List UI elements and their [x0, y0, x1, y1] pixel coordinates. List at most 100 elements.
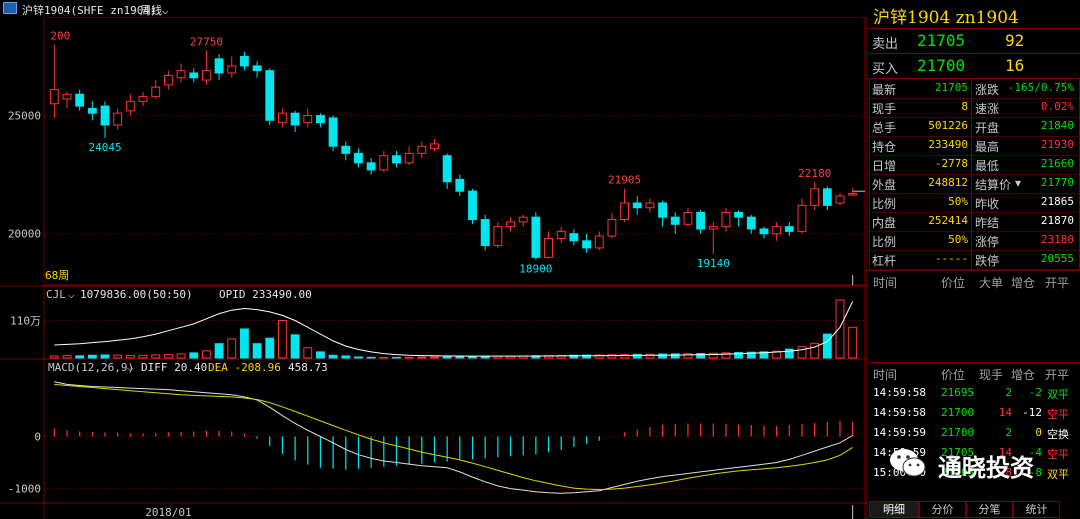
tick-oi-change: -4 [1028, 446, 1042, 459]
volume-bar [442, 356, 452, 359]
candle-body [721, 211, 731, 228]
candle [138, 91, 148, 107]
macd-tick-label: -1000 [8, 483, 41, 496]
candle-body [100, 105, 110, 126]
candle-body [658, 202, 668, 218]
volume-bar [328, 354, 338, 359]
quote-row-label: 昨收 [975, 197, 1000, 211]
chevron-down-icon: ⌵ [162, 4, 169, 17]
candle-body [683, 211, 693, 225]
candle-body [455, 178, 465, 192]
volume-bar [125, 354, 135, 359]
volume-bar [354, 356, 363, 359]
chart-area[interactable]: 25000 20000 200 27750 24045 18900 21905 19140 22… [0, 0, 868, 519]
candle [544, 231, 553, 259]
volume-bar [227, 338, 237, 359]
volume-bar [189, 352, 199, 359]
price-tick-label: 20000 [8, 228, 41, 241]
candle-body [607, 219, 617, 237]
tick-row[interactable]: 14:59:59 21700 2 0 空换 [869, 423, 1080, 442]
tick-price: 21705 [941, 466, 975, 479]
macd-diff-line [54, 381, 853, 494]
chevron-down-icon: ⌵ [127, 361, 134, 374]
candle [594, 231, 604, 251]
volume-bar [379, 356, 389, 359]
tick-row[interactable]: 14:59:58 21695 2 -2 双平 [869, 383, 1080, 402]
candle [835, 193, 845, 206]
candle-body [734, 211, 744, 218]
candle-body [239, 55, 249, 67]
candle-body [290, 112, 300, 126]
macd-dea-value: DEA -208.96 [208, 361, 281, 374]
tab-detail[interactable]: 明细 [869, 501, 919, 518]
quote-row-value: 501226 [928, 119, 968, 132]
detail-col-bigorder: 大单 [979, 276, 1004, 290]
tick-type: 空平 [1047, 408, 1069, 421]
candle [531, 212, 541, 260]
candle [746, 214, 756, 234]
quote-row-label: 结算价 [975, 178, 1012, 192]
volume-bar [278, 319, 287, 359]
watermark: 通晓投资 [874, 440, 1070, 488]
quote-row: 外盘 248812 结算价 21770 ▾ [869, 174, 1080, 193]
quote-row-label: 比例 [872, 235, 897, 249]
volume-bar [835, 299, 845, 359]
candle-body [708, 226, 718, 230]
volume-bar [772, 350, 782, 359]
tab-stats[interactable]: 统计 [1013, 501, 1060, 518]
quote-row-label: 比例 [872, 197, 897, 211]
candle-body [113, 112, 123, 126]
candle [556, 226, 566, 244]
candle [582, 233, 591, 253]
tick-oi-change: 0 [1035, 426, 1042, 439]
candle-body [784, 226, 794, 232]
candle-body [506, 221, 515, 228]
price-annotation: 200 [50, 30, 70, 43]
symbol-label: 沪锌1904(SHFE zn1904) [22, 4, 157, 17]
volume-bar [759, 351, 769, 359]
candle [797, 198, 807, 234]
quote-row-value: 23180 [1040, 233, 1074, 246]
tick-price: 21700 [941, 406, 975, 419]
macd-label: MACD(12,26,9) [48, 361, 134, 374]
candle-body [265, 70, 275, 121]
quote-row: 内盘 252414 昨结 21870 [869, 212, 1080, 231]
candle [810, 182, 820, 211]
volume-bar [201, 350, 211, 359]
candle-body [772, 226, 782, 235]
quote-row-label: 最高 [975, 140, 1000, 154]
tab-trades[interactable]: 分笔 [966, 501, 1013, 518]
volume-bar [303, 347, 313, 359]
candle [430, 139, 439, 151]
candle [100, 101, 110, 139]
tick-oi-change: -2 [1028, 386, 1042, 399]
volume-bar [316, 351, 325, 359]
candle [366, 158, 376, 175]
quote-row: 现手 8 速涨 0.02% [869, 98, 1080, 117]
opid-value: OPID 233490.00 [219, 288, 312, 301]
candle-body [430, 143, 439, 150]
volume-bar [430, 356, 439, 359]
candle [417, 141, 427, 159]
period-dropdown[interactable]: 周线⌵ [140, 2, 169, 18]
candle-body [810, 188, 820, 206]
candle-body [138, 96, 148, 102]
tick-row[interactable]: 14:59:58 21700 14 -12 空平 [869, 403, 1080, 422]
price-annotation: 27750 [190, 36, 223, 49]
volume-bar [176, 353, 186, 359]
candle-body [201, 70, 211, 81]
volume-bar [392, 356, 401, 359]
candle [721, 207, 731, 232]
volume-bar [455, 356, 465, 359]
candle-body [468, 190, 477, 221]
candle [468, 188, 477, 225]
tick-oi-change: -8 [1028, 466, 1042, 479]
quote-row: 最新 21705 涨跌 -165/0.75% [869, 79, 1080, 98]
price-annotation: 19140 [697, 257, 730, 270]
detail-col-price: 价位 [941, 276, 966, 290]
quote-row-label: 最新 [872, 83, 897, 97]
volume-bar [683, 353, 693, 359]
tab-price-dist[interactable]: 分价 [919, 501, 966, 518]
volume-bar [87, 354, 97, 359]
chevron-down-icon[interactable]: ▾ [1015, 176, 1022, 190]
